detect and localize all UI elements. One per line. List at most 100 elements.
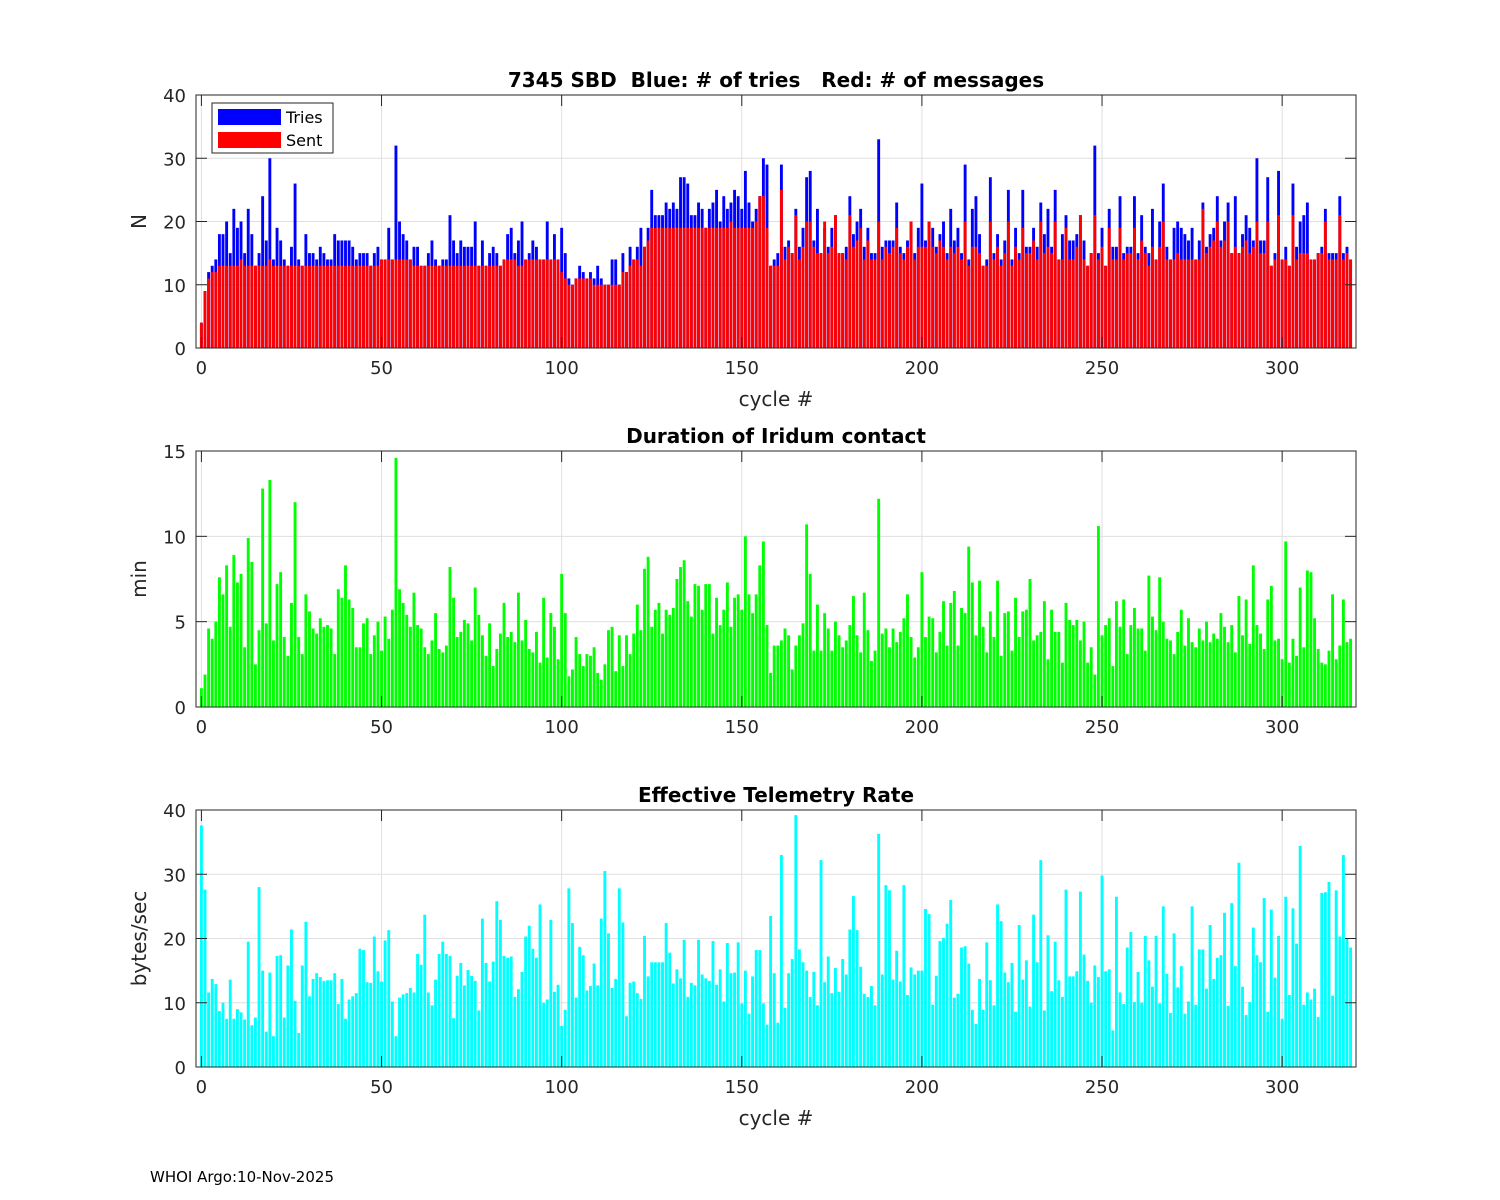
bar-sent: [1003, 253, 1007, 348]
bar-sent: [473, 265, 477, 348]
bar-duration: [1244, 599, 1248, 707]
bar-rate: [715, 984, 718, 1067]
bar-sent: [743, 227, 747, 348]
bar-duration: [1111, 666, 1115, 707]
bar-rate: [736, 942, 740, 1067]
bar-duration: [1053, 631, 1057, 707]
bar-rate: [643, 935, 646, 1067]
bar-duration: [369, 654, 373, 707]
bar-rate: [769, 916, 773, 1067]
bar-rate: [556, 984, 560, 1067]
bar-rate: [441, 941, 445, 1067]
bar-rate: [225, 1018, 229, 1067]
bar-duration: [408, 626, 412, 707]
y-tick-label: 30: [163, 149, 186, 170]
bar-rate: [1100, 875, 1104, 1067]
bar-duration: [203, 674, 207, 707]
bar-sent: [1154, 259, 1158, 348]
bar-rate: [823, 982, 827, 1067]
bar-duration: [769, 672, 773, 707]
bar-sent: [934, 253, 938, 348]
bar-sent: [729, 221, 733, 348]
bar-sent: [906, 246, 909, 348]
bar-duration: [686, 601, 690, 707]
bar-duration: [358, 647, 362, 707]
bar-duration: [221, 594, 225, 707]
bar-sent: [725, 227, 729, 348]
bar-rate: [707, 980, 711, 1067]
bar-rate: [646, 976, 650, 1067]
bar-sent: [1190, 259, 1194, 348]
bar-sent: [1219, 246, 1223, 348]
bar-sent: [527, 259, 531, 348]
bar-duration: [1143, 650, 1147, 707]
bar-rate: [1014, 1011, 1018, 1067]
bar-sent: [416, 265, 419, 348]
bar-duration: [927, 616, 931, 707]
bar-sent: [700, 227, 704, 348]
bar-rate: [891, 979, 895, 1067]
bar-rate: [1122, 1004, 1126, 1067]
bar-rate: [1197, 949, 1201, 1067]
bar-rate: [412, 992, 416, 1067]
bar-duration: [693, 584, 697, 707]
bar-sent: [823, 221, 827, 348]
bar-rate: [1241, 986, 1244, 1067]
bar-sent: [1151, 246, 1154, 348]
legend-label-tries: Tries: [285, 108, 323, 127]
bar-sent: [589, 278, 592, 348]
bar-rate: [978, 978, 981, 1067]
bar-duration: [232, 555, 236, 707]
bar-rate: [632, 981, 636, 1067]
bar-sent: [783, 259, 787, 348]
bar-duration: [661, 633, 664, 707]
bar-rate: [1086, 980, 1090, 1067]
bar-rate: [326, 980, 329, 1067]
bar-sent: [272, 265, 275, 348]
bar-duration: [592, 647, 596, 707]
bar-duration: [1028, 579, 1032, 707]
bar-sent: [1093, 215, 1097, 348]
bar-sent: [1313, 259, 1317, 348]
bar-duration: [952, 590, 956, 707]
bar-sent: [264, 265, 268, 348]
bar-duration: [1194, 647, 1198, 707]
bar-sent: [1298, 253, 1302, 348]
bar-sent: [282, 265, 286, 348]
bar-duration: [387, 638, 391, 707]
bar-sent: [1089, 253, 1093, 348]
bar-duration: [1165, 638, 1169, 707]
x-tick-label: 300: [1265, 358, 1299, 379]
y-tick-label: 5: [175, 613, 186, 634]
bar-sent: [358, 265, 362, 348]
bar-rate: [697, 939, 700, 1067]
bar-duration: [1251, 565, 1255, 707]
bar-rate: [992, 1005, 996, 1067]
bar-duration: [1035, 635, 1039, 707]
bar-sent: [952, 253, 956, 348]
bar-duration: [956, 645, 960, 707]
bar-duration: [365, 618, 369, 707]
bar-rate: [480, 918, 484, 1067]
bar-duration: [635, 604, 639, 707]
bar-duration: [664, 609, 668, 707]
bar-duration: [282, 637, 286, 707]
bar-sent: [290, 265, 293, 348]
bar-duration: [1266, 599, 1270, 707]
bar-rate: [257, 887, 261, 1067]
bar-duration: [733, 597, 737, 707]
bar-rate: [1201, 949, 1205, 1067]
bar-rate: [1334, 890, 1338, 1067]
bar-sent: [1226, 221, 1230, 348]
bar-rate: [1349, 947, 1353, 1067]
bar-duration: [960, 608, 963, 707]
bar-sent: [1032, 240, 1036, 348]
bar-duration: [416, 625, 419, 707]
bar-sent: [704, 227, 708, 348]
bar-sent: [1302, 253, 1306, 348]
bar-rate: [290, 929, 293, 1067]
bar-rate: [859, 966, 863, 1067]
bar-duration: [1147, 575, 1151, 707]
bar-duration: [362, 623, 365, 707]
bar-duration: [765, 625, 769, 707]
